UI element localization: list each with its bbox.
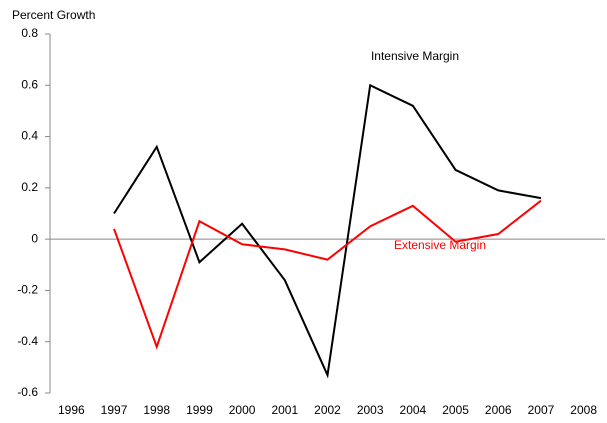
y-tick-label: 0.2 xyxy=(21,180,38,194)
x-tick-label: 2005 xyxy=(442,403,469,417)
x-tick-label: 2003 xyxy=(357,403,384,417)
x-tick-label: 2000 xyxy=(229,403,256,417)
x-tick-label: 2008 xyxy=(570,403,597,417)
x-tick-label: 1998 xyxy=(143,403,170,417)
y-axis-label: Percent Growth xyxy=(12,8,95,22)
x-tick-label: 2004 xyxy=(400,403,427,417)
x-tick-label: 1996 xyxy=(58,403,85,417)
x-tick-label: 2001 xyxy=(271,403,298,417)
y-tick-label: 0 xyxy=(31,231,38,245)
x-tick-label: 2007 xyxy=(528,403,555,417)
y-tick-label: -0.6 xyxy=(17,385,38,399)
series-label: Intensive Margin xyxy=(371,49,459,63)
series-line xyxy=(113,83,542,379)
x-tick-label: 2006 xyxy=(485,403,512,417)
y-tick-label: -0.4 xyxy=(17,334,38,348)
x-tick-label: 1999 xyxy=(186,403,213,417)
y-tick-label: -0.2 xyxy=(17,283,38,297)
y-tick-label: 0.4 xyxy=(21,129,38,143)
series-line xyxy=(113,199,542,350)
y-tick-label: 0.8 xyxy=(21,26,38,40)
series-label: Extensive Margin xyxy=(394,238,486,252)
x-tick-label: 1997 xyxy=(101,403,128,417)
y-tick-label: 0.6 xyxy=(21,77,38,91)
x-tick-label: 2002 xyxy=(314,403,341,417)
